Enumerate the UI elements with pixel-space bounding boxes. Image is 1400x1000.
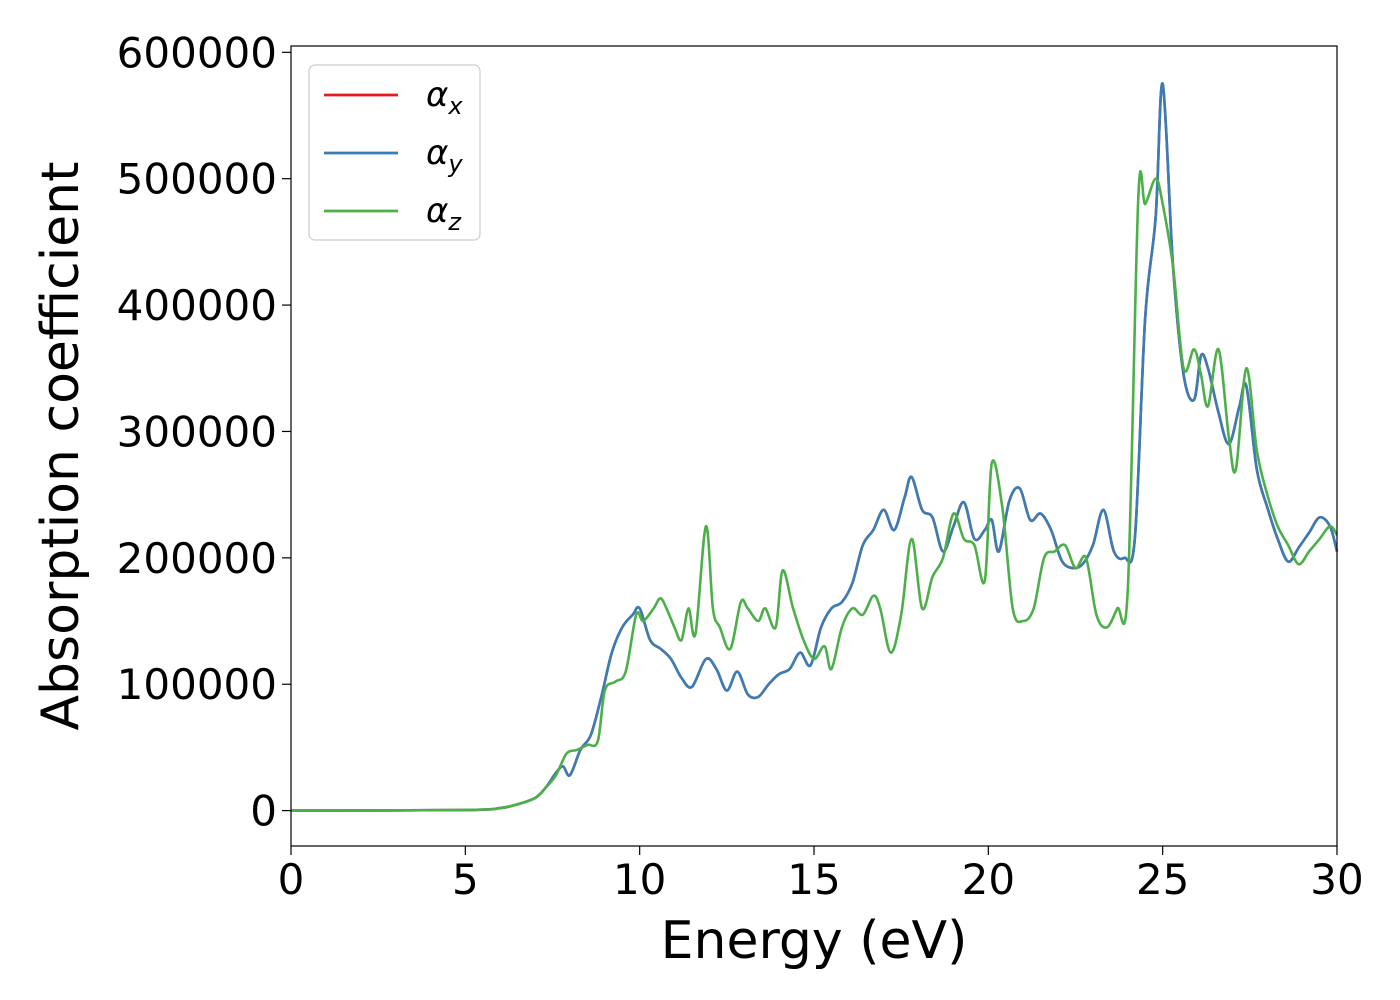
x-tick-label: 0 (278, 855, 305, 904)
x-axis-title: Energy (eV) (661, 911, 968, 971)
y-tick-label: 200000 (117, 534, 277, 583)
y-axis-ticks: 0 100000 200000 300000 400000 500000 600000 (117, 28, 291, 836)
y-tick-label: 100000 (117, 660, 277, 709)
x-tick-label: 10 (613, 855, 666, 904)
y-tick-label: 600000 (117, 28, 277, 77)
x-tick-label: 15 (787, 855, 840, 904)
y-tick-label: 300000 (117, 407, 277, 456)
x-tick-label: 30 (1310, 855, 1363, 904)
y-tick-label: 500000 (117, 155, 277, 204)
series-line-z (290, 170, 1339, 812)
x-axis-ticks: 0 5 10 15 20 25 30 (278, 846, 1364, 904)
y-tick-label: 400000 (117, 281, 277, 330)
x-tick-label: 5 (452, 855, 479, 904)
series-layer (290, 82, 1339, 812)
x-tick-label: 20 (962, 855, 1015, 904)
x-tick-label: 25 (1136, 855, 1189, 904)
y-tick-label: 0 (250, 787, 277, 836)
y-axis-title: Absorption coefficient (31, 161, 91, 730)
